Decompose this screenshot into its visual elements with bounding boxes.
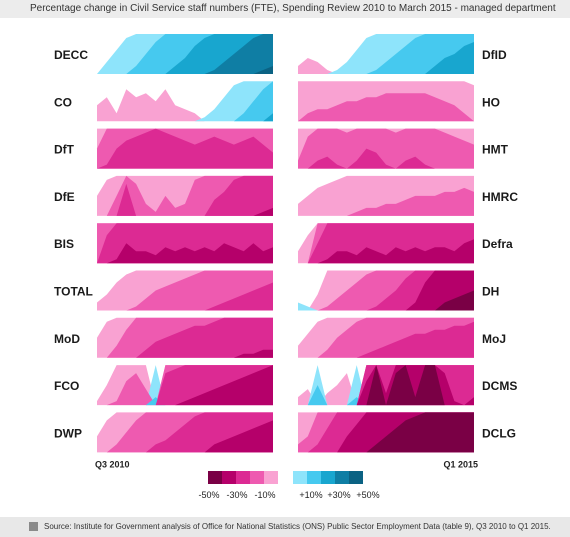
legend-swatch-negative	[222, 471, 236, 484]
band-negative-1	[298, 58, 474, 74]
legend-swatch-positive	[321, 471, 335, 484]
panel-hmt: HMT	[298, 128, 509, 169]
band-negative-4	[97, 420, 273, 453]
chart-title: Percentage change in Civil Service staff…	[30, 3, 556, 14]
panel-co: CO	[54, 81, 273, 122]
band-positive-2	[298, 34, 474, 74]
panel-dfe: DfE	[54, 175, 273, 216]
band-negative-4	[97, 207, 273, 216]
panel-ho: HO	[298, 81, 500, 122]
panel-dh: DH	[298, 270, 499, 311]
band-negative-3	[298, 148, 474, 169]
x-end-label: Q1 2015	[443, 459, 478, 469]
band-negative-2	[298, 187, 474, 216]
x-start-label: Q3 2010	[95, 459, 130, 469]
band-positive-1	[298, 302, 474, 311]
panel-defra: Defra	[298, 223, 513, 264]
band-negative-5	[298, 365, 474, 406]
band-negative-3	[97, 175, 273, 216]
panel-hmrc: HMRC	[298, 175, 518, 216]
legend-swatch-positive	[307, 471, 321, 484]
legend-label-negative: -50%	[198, 490, 219, 500]
band-negative-5	[298, 412, 474, 453]
panel-dfid: DfID	[298, 34, 507, 74]
panel-dft: DfT	[54, 128, 273, 169]
panel-label: DCLG	[482, 426, 516, 440]
panel-bis: BIS	[54, 223, 273, 264]
panel-label: MoJ	[482, 332, 506, 346]
band-positive-5	[97, 66, 273, 74]
panel-label: DWP	[54, 426, 82, 440]
panel-label: DH	[482, 285, 499, 299]
source-bar: Source: Institute for Government analysi…	[0, 517, 570, 537]
band-negative-4	[97, 349, 273, 358]
panel-label: DCMS	[482, 379, 517, 393]
band-positive-2	[298, 385, 474, 406]
logo-icon	[29, 522, 38, 531]
band-negative-4	[97, 243, 273, 264]
panel-dwp: DWP	[54, 412, 273, 453]
legend-label-positive: +10%	[299, 490, 322, 500]
legend: -50% -30% -10% +10% +30% +50%	[198, 471, 380, 500]
band-negative-3	[298, 321, 474, 358]
legend-swatch-negative	[264, 471, 278, 484]
band-negative-2	[298, 128, 474, 169]
panel-mod: MoD	[54, 317, 273, 358]
legend-swatch-positive	[349, 471, 363, 484]
source-note: Source: Institute for Government analysi…	[44, 522, 551, 531]
legend-label-positive: +50%	[356, 490, 379, 500]
band-negative-3	[97, 282, 273, 311]
panel-decc: DECC	[54, 34, 273, 74]
legend-swatch-negative	[236, 471, 250, 484]
panel-label: HMRC	[482, 190, 518, 204]
panel-label: DECC	[54, 48, 88, 62]
legend-swatch-positive	[293, 471, 307, 484]
panel-label: DfID	[482, 48, 507, 62]
panel-total: TOTAL	[54, 270, 273, 311]
panel-label: FCO	[54, 379, 79, 393]
panel-label: TOTAL	[54, 285, 93, 299]
band-negative-3	[97, 128, 273, 169]
band-negative-4	[298, 270, 474, 311]
panel-label: MoD	[54, 332, 80, 346]
band-negative-2	[298, 93, 474, 122]
panel-label: CO	[54, 95, 72, 109]
band-negative-3	[97, 317, 273, 358]
panel-moj: MoJ	[298, 317, 506, 358]
legend-swatch-negative	[250, 471, 264, 484]
band-negative-5	[298, 290, 474, 311]
panel-dclg: DCLG	[298, 412, 516, 453]
panel-label: HO	[482, 95, 500, 109]
panel-label: DfE	[54, 190, 75, 204]
band-positive-1	[97, 81, 273, 122]
band-positive-2	[97, 81, 273, 122]
band-negative-4	[97, 365, 273, 406]
legend-label-negative: -30%	[226, 490, 247, 500]
band-positive-3	[298, 42, 474, 74]
panel-fco: FCO	[54, 365, 273, 406]
legend-label-positive: +30%	[327, 490, 350, 500]
legend-label-negative: -10%	[254, 490, 275, 500]
panel-dcms: DCMS	[298, 365, 517, 406]
legend-swatch-negative	[208, 471, 222, 484]
panel-label: Defra	[482, 237, 513, 251]
panel-label: DfT	[54, 143, 75, 157]
legend-swatch-positive	[335, 471, 349, 484]
panel-label: HMT	[482, 143, 509, 157]
panel-label: BIS	[54, 237, 74, 251]
band-negative-4	[298, 239, 474, 264]
title-bar: Percentage change in Civil Service staff…	[0, 0, 570, 18]
band-negative-1	[97, 89, 273, 122]
band-positive-4	[97, 34, 273, 74]
